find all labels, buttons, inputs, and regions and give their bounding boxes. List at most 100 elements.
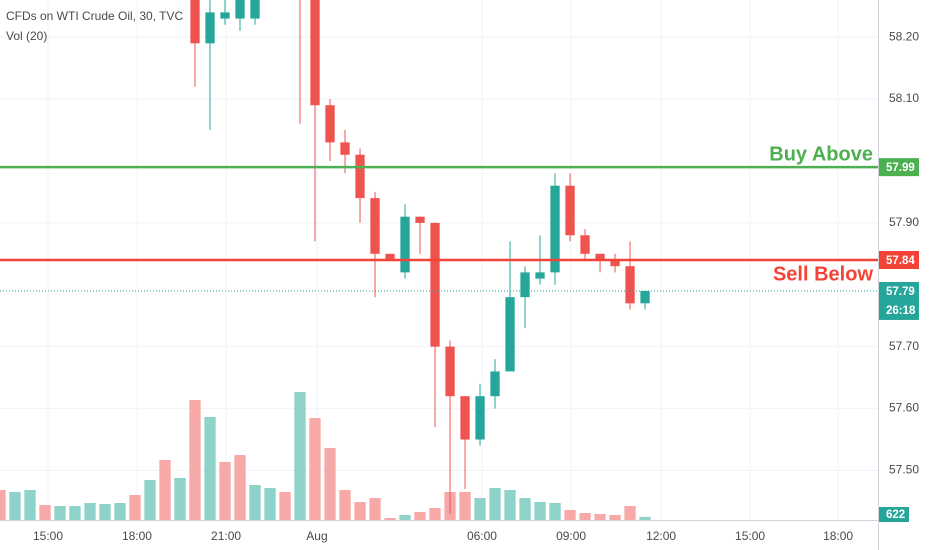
volume-bar bbox=[294, 392, 306, 520]
level-price-label: 57.99 bbox=[886, 162, 915, 174]
candle-body bbox=[565, 185, 575, 236]
volume-bar bbox=[279, 492, 291, 520]
volume-bar bbox=[354, 502, 366, 520]
volume-bar bbox=[84, 503, 96, 520]
x-tick-label: 12:00 bbox=[646, 529, 676, 543]
volume-bar bbox=[264, 488, 276, 520]
candle-body bbox=[205, 12, 215, 44]
volume-bar bbox=[384, 518, 396, 520]
candle-body bbox=[535, 272, 545, 279]
indicator-label: Vol (20) bbox=[6, 29, 47, 43]
x-tick-label: 18:00 bbox=[122, 529, 152, 543]
candle-body bbox=[520, 272, 530, 298]
chart-title: CFDs on WTI Crude Oil, 30, TVC bbox=[6, 9, 183, 23]
volume-bar bbox=[114, 503, 126, 520]
volume-bar bbox=[234, 455, 246, 520]
candle-body bbox=[220, 12, 230, 19]
y-tick-label: 57.50 bbox=[889, 463, 919, 477]
candle-body bbox=[580, 235, 590, 254]
candle-body bbox=[460, 396, 470, 440]
volume-bar bbox=[309, 418, 321, 520]
y-tick-label: 57.60 bbox=[889, 401, 919, 415]
candle-body bbox=[190, 0, 200, 44]
volume-bar bbox=[189, 400, 201, 520]
x-tick-label: 15:00 bbox=[735, 529, 765, 543]
volume-bar bbox=[609, 515, 621, 520]
current-price-box bbox=[879, 281, 919, 320]
candle-body bbox=[250, 0, 260, 19]
volume-bar bbox=[429, 508, 441, 520]
countdown-label: 26:18 bbox=[886, 305, 916, 317]
volume-bar bbox=[519, 498, 531, 520]
volume-bar bbox=[579, 513, 591, 520]
volume-bar bbox=[39, 505, 51, 520]
candle-body bbox=[475, 396, 485, 440]
candle-body bbox=[595, 253, 605, 260]
volume-bar bbox=[9, 492, 21, 520]
volume-bar bbox=[99, 504, 111, 520]
candle-body bbox=[400, 216, 410, 273]
candle-body bbox=[625, 266, 635, 304]
volume-bar bbox=[369, 498, 381, 520]
volume-bar bbox=[159, 460, 171, 520]
x-tick-label: 18:00 bbox=[823, 529, 853, 543]
volume-bar bbox=[339, 490, 351, 520]
candle-body bbox=[490, 371, 500, 397]
volume-bar bbox=[324, 448, 336, 520]
volume-bar bbox=[459, 492, 471, 520]
candle-body bbox=[370, 198, 380, 254]
y-tick-label: 58.10 bbox=[889, 91, 919, 105]
y-tick-label: 57.90 bbox=[889, 215, 919, 229]
plot-area bbox=[0, 0, 878, 520]
candle-body bbox=[550, 185, 560, 273]
volume-bar bbox=[414, 512, 426, 520]
volume-bar bbox=[504, 490, 516, 520]
x-tick-label: 15:00 bbox=[33, 529, 63, 543]
volume-bar bbox=[564, 510, 576, 520]
candle-body bbox=[325, 105, 335, 143]
volume-bar bbox=[174, 478, 186, 520]
candle-body bbox=[415, 216, 425, 223]
volume-bar bbox=[204, 417, 216, 520]
volume-bar bbox=[489, 488, 501, 520]
volume-bar bbox=[399, 515, 411, 520]
level-annotation: Buy Above bbox=[769, 143, 873, 165]
volume-bar bbox=[129, 495, 141, 520]
volume-bar bbox=[24, 490, 36, 520]
volume-bar bbox=[594, 514, 606, 520]
candle-body bbox=[235, 0, 245, 19]
x-tick-label: Aug bbox=[306, 529, 327, 543]
y-tick-label: 58.20 bbox=[889, 29, 919, 43]
level-price-box bbox=[879, 251, 919, 269]
y-tick-label: 57.70 bbox=[889, 339, 919, 353]
volume-bar bbox=[0, 490, 6, 520]
candle-body bbox=[640, 290, 650, 304]
candle-body bbox=[430, 222, 440, 347]
volume-bar bbox=[249, 485, 261, 520]
volume-bar bbox=[624, 506, 636, 520]
candle-body bbox=[355, 154, 365, 199]
volume-bar bbox=[54, 506, 66, 520]
candle-body bbox=[385, 253, 395, 260]
x-tick-label: 21:00 bbox=[211, 529, 241, 543]
volume-bar bbox=[144, 480, 156, 520]
volume-value-box bbox=[879, 507, 909, 522]
volume-bar bbox=[219, 462, 231, 520]
volume-bar bbox=[639, 516, 651, 520]
volume-bar bbox=[534, 502, 546, 520]
volume-bar bbox=[549, 503, 561, 520]
level-price-box bbox=[879, 158, 919, 177]
candle-body bbox=[340, 142, 350, 155]
volume-bar bbox=[474, 498, 486, 520]
x-tick-label: 06:00 bbox=[467, 529, 497, 543]
level-annotation: Sell Below bbox=[773, 263, 873, 285]
x-tick-label: 09:00 bbox=[556, 529, 586, 543]
current-price-label: 57.79 bbox=[886, 286, 915, 298]
volume-value-label: 622 bbox=[886, 509, 905, 521]
level-price-label: 57.84 bbox=[886, 255, 915, 267]
candle-body bbox=[610, 260, 620, 267]
axes: 58.20 58.10 57.90 57.70 57.60 57.50 15:00 18:00… bbox=[33, 29, 919, 543]
candle-body bbox=[310, 0, 320, 106]
candle-body bbox=[445, 346, 455, 397]
